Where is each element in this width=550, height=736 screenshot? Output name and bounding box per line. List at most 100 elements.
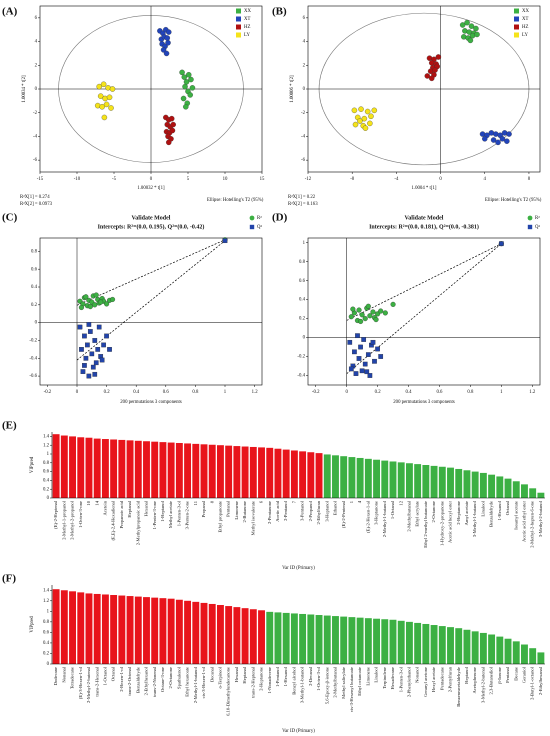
vip-bar — [52, 589, 60, 664]
x-tick-label: 5,6-Epoxy-β-ionone — [324, 667, 330, 704]
x-tick-label: 1-Penten-3-ol — [398, 666, 403, 692]
panel-label: (B) — [272, 6, 287, 18]
y-tick-label: -6 — [301, 158, 306, 163]
vip-bar — [85, 437, 93, 498]
vip-bar — [101, 439, 109, 498]
x-tick-label: Benzaldehyde — [489, 501, 494, 527]
x-tick-label: Isoamyl acetate — [513, 501, 518, 530]
score-point — [464, 19, 470, 26]
y-tick-label: -4 — [301, 135, 306, 140]
y-tick-label: 0.8 — [31, 249, 38, 254]
vip-bar — [101, 594, 109, 664]
r2-point — [356, 307, 362, 313]
legend-label: XX — [522, 9, 529, 14]
vip-bar — [340, 456, 348, 498]
q2-point — [107, 347, 112, 352]
x-tick-label: trans-2-Octenal — [127, 666, 132, 695]
chart-subtitle: Intercepts: R²=(0.0, 0.181), Q²=(0.0, -0… — [369, 223, 479, 230]
vip-bar — [258, 447, 265, 498]
vip-bar — [208, 444, 216, 498]
x-tick-label: trans-2-Heptenal — [250, 666, 255, 698]
x-tick-label: (E)-2-Heptenal — [53, 500, 58, 529]
q2-point — [86, 322, 92, 327]
x-tick-label: Ethyl acrylate — [415, 501, 420, 527]
score-point — [96, 83, 102, 90]
y-axis-label: 1.00006 * t[2] — [290, 75, 295, 103]
x-tick-label: Hexyl acetate — [431, 667, 436, 692]
x-tick-label: Nonanal — [61, 666, 66, 682]
q2-point — [356, 356, 362, 361]
y-tick-label: 0 — [47, 662, 50, 667]
x-tick-label: Octanal — [505, 500, 510, 515]
x-axis-label: 200 permutations 3 components — [120, 400, 182, 405]
x-tick-label: -8 — [350, 177, 355, 182]
x-tick-label: 1-Penten-3-ol — [176, 500, 181, 526]
r2-point — [365, 303, 371, 309]
x-tick-label: 10 — [223, 177, 228, 182]
x-tick-label: Acetoin — [102, 500, 107, 515]
x-tick-label: Pentanal — [226, 500, 231, 517]
x-tick-label: 2-Butyl-1-octanol — [530, 666, 535, 700]
score-point — [361, 115, 368, 122]
legend-label: XT — [522, 17, 528, 22]
x-tick-label: 2-Methyl-2-hepten-6-one — [530, 501, 535, 548]
x-tick-label: 3-Methyl-2-butanol — [538, 500, 543, 537]
x-tick-label: 3-Pentanol — [300, 500, 305, 521]
vip-bar — [110, 439, 118, 498]
vip-bar — [364, 618, 372, 664]
score-point — [495, 139, 501, 146]
score-point — [435, 54, 442, 60]
plot-frame — [307, 237, 541, 386]
score-point — [474, 31, 480, 38]
x-tick-label: Methyl salicylate — [341, 667, 346, 699]
q2-point — [95, 347, 101, 352]
vip-bar — [529, 488, 537, 498]
y-axis-label: 1.00034 * t[2] — [22, 75, 27, 103]
score-point — [482, 136, 488, 142]
vip-bar — [69, 436, 76, 498]
vip-bar — [118, 439, 126, 498]
legend-label: LY — [244, 33, 250, 38]
legend-label: R² — [535, 215, 540, 221]
x-tick-label: 2-Heptanone — [456, 501, 461, 525]
y-tick-label: -0.4 — [297, 374, 305, 379]
x-tick-label: β-Ionone — [497, 667, 502, 684]
y-tick-label: 6 — [303, 16, 306, 21]
vip-bar — [225, 606, 233, 664]
y-tick-label: 0 — [303, 87, 306, 92]
vip-bar — [241, 608, 249, 664]
annotation: Ellipse: Hotelling's T2 (95%) — [207, 198, 264, 203]
vip-bar — [405, 463, 413, 498]
x-tick-label: Nonanol — [415, 666, 420, 683]
vip-bar — [389, 461, 397, 498]
q2-point — [86, 373, 92, 379]
x-tick-label: Decanal — [209, 666, 214, 682]
x-tick-label: 0.6 — [436, 390, 443, 395]
x-tick-label: 2-Ethylhexanal — [538, 666, 543, 695]
vip-bar — [397, 620, 405, 664]
r2-point — [109, 296, 116, 303]
y-tick-label: 0.2 — [43, 652, 50, 657]
r2-point — [104, 301, 110, 307]
score-point — [358, 106, 364, 112]
score-point — [179, 69, 185, 76]
x-tick-label: cis-3-Hexenyl butanoate — [349, 667, 354, 712]
x-tick-label: 0 — [76, 390, 79, 395]
vip-bar — [69, 591, 76, 664]
y-tick-label: 1 — [303, 241, 306, 246]
annotation: R²X[1] = 0.274 — [20, 194, 50, 200]
x-tick-label: Octanal — [111, 666, 116, 681]
q2-point — [96, 324, 102, 330]
r2-point — [78, 304, 84, 311]
x-tick-label: 1-Penten-3-one — [152, 501, 157, 529]
vip-bar — [504, 638, 512, 664]
annotation: R²X[1] = 0.22 — [288, 194, 316, 200]
vip-bar — [447, 627, 454, 664]
vip-bar — [471, 631, 479, 664]
x-tick-label: Limonene — [234, 501, 239, 520]
y-tick-label: 1.4 — [43, 588, 50, 593]
x-axis-label: Var ID (Primary) — [282, 729, 315, 734]
panel-label: (E) — [2, 420, 17, 432]
panel-label: (C) — [2, 212, 18, 224]
legend-swatch — [527, 224, 533, 230]
